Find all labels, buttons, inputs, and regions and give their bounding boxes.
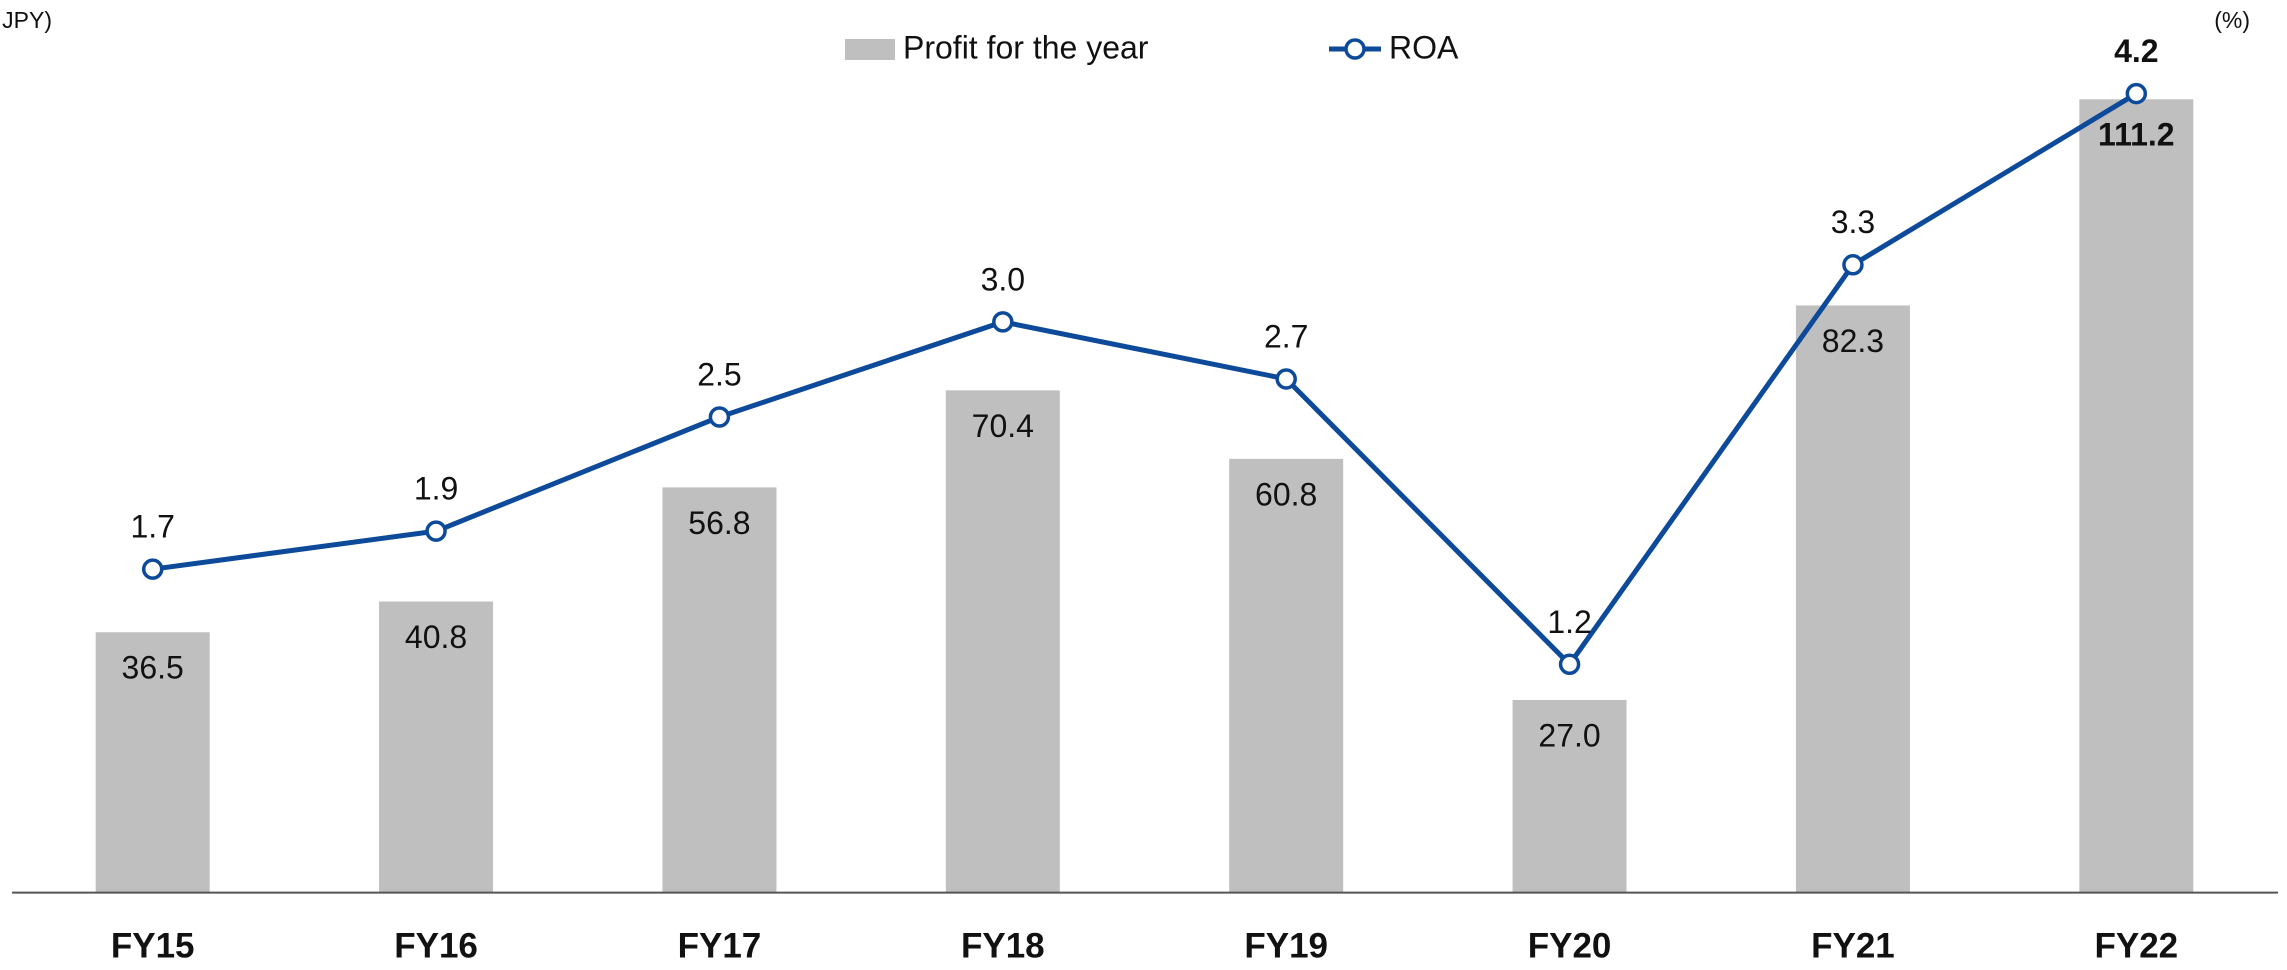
bar-value-label: 82.3 [1822, 323, 1884, 359]
y-axis-label: (Billion JPY) [0, 7, 52, 33]
bar [1795, 305, 1910, 893]
x-tick-label: FY20 [1528, 926, 1612, 965]
line-value-label: 4.2 [2114, 33, 2158, 69]
line-value-label: 1.2 [1547, 604, 1591, 640]
bar [945, 390, 1060, 893]
bar [95, 632, 210, 893]
roa-line [152, 91, 2138, 667]
roa-marker [141, 558, 164, 580]
legend-label: Profit for the year [903, 29, 1149, 65]
x-tick-label: FY17 [678, 926, 762, 965]
x-tick-label: FY19 [1244, 926, 1328, 965]
bar [379, 601, 494, 893]
bar [2079, 99, 2194, 893]
legend-marker [1344, 38, 1366, 60]
roa-marker [992, 311, 1014, 333]
bar-value-label: 27.0 [1538, 717, 1600, 753]
line-value-label: 3.3 [1831, 204, 1875, 240]
y2-axis-label: (%) [2214, 7, 2250, 33]
bar-value-label: 60.8 [1255, 476, 1317, 512]
x-tick-label: FY21 [1811, 926, 1895, 965]
bar-value-label: 56.8 [688, 505, 750, 541]
bar-value-label: 111.2 [2098, 117, 2175, 153]
roa-marker [1275, 368, 1297, 390]
line-value-label: 2.5 [697, 356, 741, 392]
bar [1229, 458, 1344, 893]
x-tick-label: FY18 [961, 926, 1045, 965]
x-tick-label: FY22 [2094, 926, 2178, 965]
roa-marker [425, 520, 447, 542]
line-value-label: 1.7 [130, 509, 174, 545]
roa-marker [1842, 254, 1864, 276]
line-value-label: 1.9 [414, 471, 458, 507]
legend-label: ROA [1389, 29, 1459, 65]
legend-swatch [845, 39, 895, 60]
bar [662, 487, 777, 893]
bar [1512, 699, 1627, 893]
bar-value-label: 40.8 [405, 619, 467, 655]
roa-marker [2125, 82, 2148, 105]
x-tick-label: FY15 [111, 926, 195, 965]
roa-marker [1558, 653, 1581, 676]
line-value-label: 3.0 [981, 261, 1025, 297]
roa-marker [708, 406, 731, 428]
x-tick-label: FY16 [394, 926, 478, 965]
bar-value-label: 36.5 [122, 650, 184, 686]
bar-value-label: 70.4 [972, 408, 1034, 444]
line-value-label: 2.7 [1264, 318, 1308, 354]
